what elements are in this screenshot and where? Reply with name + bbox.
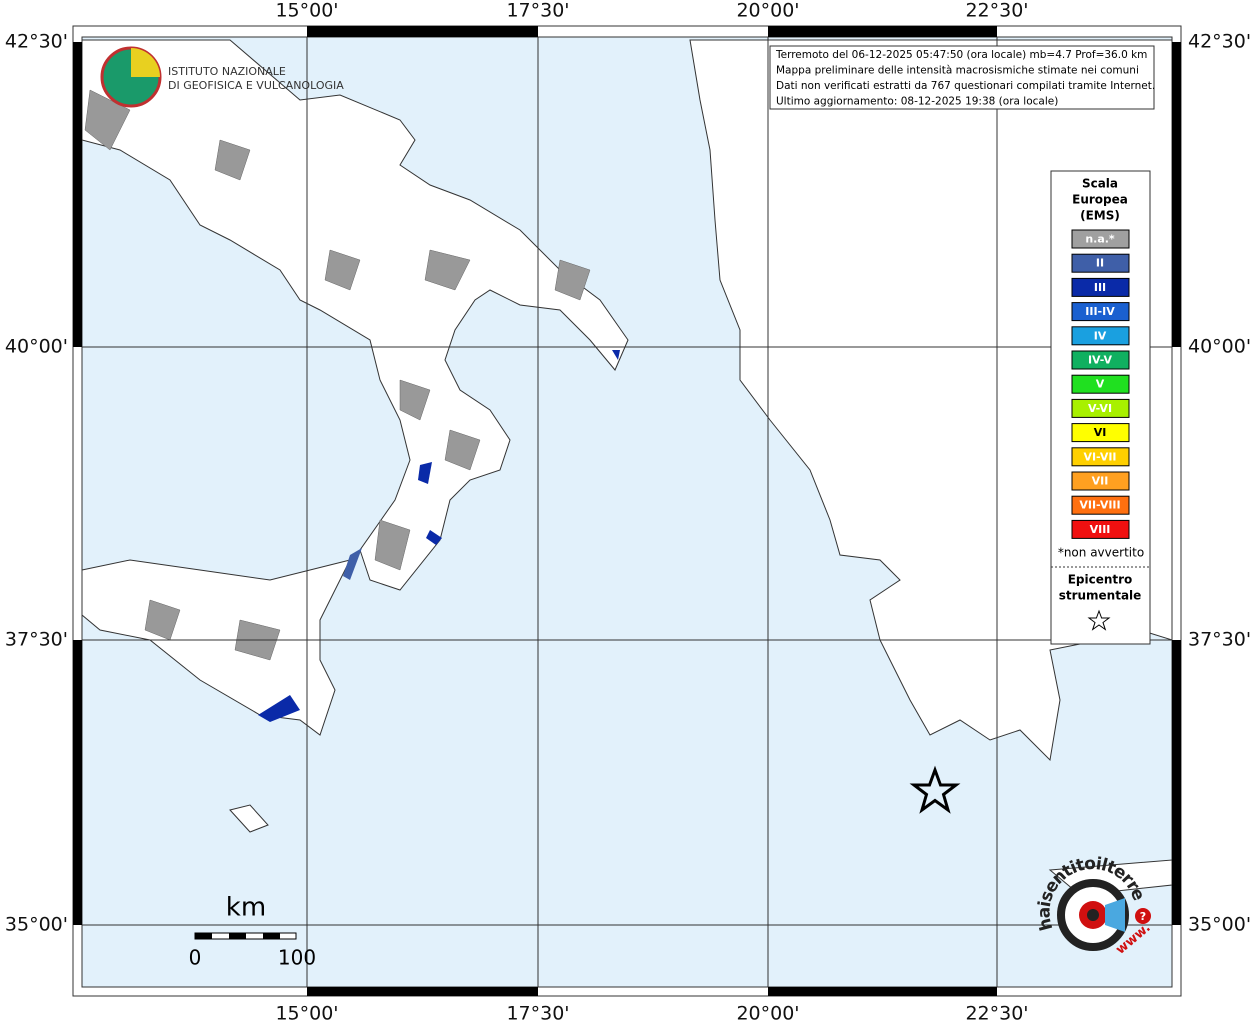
- info-line: Terremoto del 06-12-2025 05:47:50 (ora l…: [775, 49, 1147, 61]
- legend-note: *non avvertito: [1058, 546, 1144, 560]
- legend-swatch: [1071, 302, 1130, 322]
- legend-swatch: [1071, 495, 1130, 515]
- legend-swatch: [1071, 229, 1130, 249]
- legend-swatch: [1071, 398, 1130, 418]
- legend-swatch: [1071, 447, 1130, 467]
- legend-label: V: [1096, 378, 1105, 391]
- lon-label: 22°30': [965, 0, 1028, 22]
- info-box: [769, 45, 1155, 110]
- legend-swatch: [1071, 519, 1130, 539]
- legend-title: (EMS): [1080, 209, 1120, 223]
- lon-label: 22°30': [965, 1003, 1028, 1025]
- legend-label: n.a.*: [1085, 233, 1115, 246]
- graticule: [82, 37, 1172, 987]
- lat-label: 37°30': [1188, 629, 1251, 651]
- lon-label: 17°30': [506, 1003, 569, 1025]
- scale-label: 0: [189, 946, 202, 970]
- info-line: Mappa preliminare delle intensità macros…: [776, 65, 1139, 77]
- legend-label: VII: [1092, 475, 1109, 488]
- legend-swatch: [1071, 374, 1130, 394]
- legend-label: IV: [1094, 329, 1107, 342]
- legend-label: V-VI: [1088, 402, 1112, 415]
- legend-label: VI-VII: [1083, 450, 1116, 463]
- info-line: Dati non verificati estratti da 767 ques…: [776, 80, 1155, 92]
- malta: [229, 804, 269, 833]
- lon-label: 20°00': [736, 0, 799, 22]
- epicenter: [909, 765, 961, 814]
- legend-label: II: [1096, 257, 1104, 270]
- lat-label: 35°00': [1188, 914, 1251, 936]
- lat-label: 42°30': [5, 31, 68, 53]
- lon-label: 15°00': [275, 0, 338, 22]
- lat-label: 35°00': [5, 914, 68, 936]
- scale-unit: km: [226, 893, 266, 923]
- institute-name: ISTITUTO NAZIONALE: [168, 65, 286, 78]
- legend-title: Europea: [1072, 193, 1128, 207]
- legend-label: VIII: [1090, 523, 1111, 536]
- lon-label: 20°00': [736, 1003, 799, 1025]
- badge-mark: ?: [1140, 910, 1146, 923]
- legend-swatch: [1071, 471, 1130, 491]
- scale-bar: [194, 932, 297, 940]
- lat-label: 42°30': [1188, 31, 1251, 53]
- frame: [72, 25, 1182, 997]
- ingv-logo: ISTITUTO NAZIONALE DI GEOFISICA E VULCAN…: [100, 46, 344, 108]
- intensity-patch: [343, 548, 362, 580]
- intensity-patches: [258, 350, 620, 722]
- legend-title: Scala: [1082, 177, 1118, 191]
- lat-label: 40°00': [5, 336, 68, 358]
- legend-swatch: [1071, 326, 1130, 346]
- legend-label: IV-V: [1088, 354, 1113, 367]
- legend-swatch: [1071, 277, 1130, 297]
- legend-label: VI: [1094, 426, 1107, 439]
- legend-label: III-IV: [1085, 305, 1115, 318]
- legend-label: VII-VIII: [1079, 499, 1120, 512]
- lon-label: 15°00': [275, 1003, 338, 1025]
- lon-label: 17°30': [506, 0, 569, 22]
- legend-label: III: [1094, 281, 1106, 294]
- scale-label: 100: [278, 946, 316, 970]
- legend-swatch: [1071, 350, 1130, 370]
- legend-star: [1087, 609, 1111, 631]
- lat-label: 40°00': [1188, 336, 1251, 358]
- legend-swatch: [1071, 253, 1130, 273]
- legend-epicenter: strumentale: [1059, 589, 1142, 603]
- lat-label: 37°30': [5, 629, 68, 651]
- municipal-patches: [84, 89, 591, 661]
- institute-name: DI GEOFISICA E VULCANOLOGIA: [168, 79, 344, 92]
- info-line: Ultimo aggiornamento: 08-12-2025 19:38 (…: [776, 96, 1058, 108]
- legend-epicenter: Epicentro: [1068, 573, 1133, 587]
- sicily: [81, 559, 351, 736]
- legend-swatch: [1071, 423, 1130, 443]
